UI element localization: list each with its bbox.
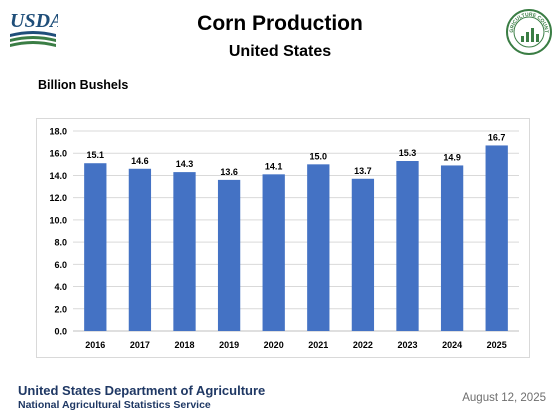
x-tick-label: 2021	[308, 340, 328, 350]
x-tick-label: 2020	[264, 340, 284, 350]
bar	[307, 164, 330, 331]
x-tick-label: 2018	[174, 340, 194, 350]
data-label: 14.9	[443, 152, 461, 162]
bar	[440, 165, 464, 331]
bar	[351, 178, 375, 331]
plot-area	[36, 118, 530, 358]
y-tick-labels: 0.0 2.0 4.0 6.0 8.0 10.0 12.0 14.0 16.0 18.0	[49, 127, 67, 337]
report-date: August 12, 2025	[462, 392, 546, 404]
usda-logo-text: USDA	[10, 10, 58, 32]
bars	[84, 145, 508, 331]
x-tick-label: 2016	[85, 340, 105, 350]
x-tick-label: 2024	[442, 340, 462, 350]
y-tick-label: 6.0	[54, 260, 67, 270]
x-tick-label: 2019	[219, 340, 239, 350]
data-label: 15.3	[399, 148, 417, 158]
bar	[217, 179, 241, 331]
bar	[84, 163, 107, 331]
y-tick-label: 16.0	[49, 149, 67, 159]
footer-service: National Agricultural Statistics Service	[18, 399, 211, 411]
bar	[396, 161, 419, 331]
data-label: 14.3	[176, 159, 194, 169]
chart-subtitle: United States	[228, 43, 332, 60]
y-tick-label: 4.0	[54, 282, 67, 292]
x-tick-label: 2017	[130, 340, 150, 350]
bar	[173, 172, 196, 331]
agriculture-counts-seal-icon: AGRICULTURE COUNTS	[505, 8, 552, 55]
data-label: 15.1	[87, 150, 105, 160]
bar	[128, 168, 152, 331]
data-label: 14.6	[131, 156, 149, 166]
x-tick-label: 2022	[353, 340, 373, 350]
y-tick-label: 18.0	[49, 127, 67, 137]
y-tick-label: 14.0	[49, 171, 67, 181]
y-tick-label: 12.0	[49, 193, 67, 203]
y-tick-label: 10.0	[49, 215, 67, 225]
data-label: 14.1	[265, 161, 283, 171]
data-label: 13.7	[354, 166, 372, 176]
usda-logo: USDA	[10, 10, 58, 47]
data-label: 16.7	[488, 132, 506, 142]
footer-agency: United States Department of Agriculture	[18, 383, 266, 398]
data-label: 13.6	[220, 167, 238, 177]
chart-title: Corn Production	[197, 12, 363, 35]
y-tick-label: 0.0	[54, 327, 67, 337]
x-tick-label: 2023	[397, 340, 417, 350]
y-tick-label: 2.0	[54, 304, 67, 314]
bar	[262, 174, 285, 331]
x-tick-labels: 2016 2017 2018 2019 2020 2021 2022 2023 2024 2025	[85, 340, 506, 350]
y-axis-label: Billion Bushels	[38, 78, 129, 92]
data-label: 15.0	[310, 151, 328, 161]
data-labels: 15.1 14.6 14.3 13.6 14.1 15.0 13.7 15.3 14.9 16.7	[87, 132, 506, 176]
bar	[485, 145, 508, 331]
y-tick-label: 8.0	[54, 238, 67, 248]
x-tick-label: 2025	[487, 340, 507, 350]
